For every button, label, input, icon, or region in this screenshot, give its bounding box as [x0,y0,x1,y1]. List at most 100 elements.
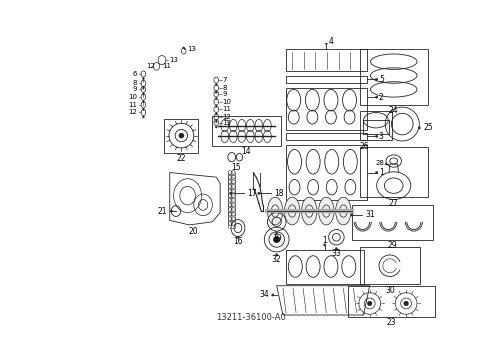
Bar [212,116,281,145]
Text: 22: 22 [176,154,186,163]
Text: 12: 12 [128,109,137,116]
Ellipse shape [351,214,353,216]
Ellipse shape [215,113,217,115]
Bar [360,247,420,284]
Ellipse shape [375,135,378,138]
Ellipse shape [170,210,172,212]
Text: 31: 31 [365,210,375,219]
Ellipse shape [258,192,260,194]
Bar [164,119,198,153]
Text: 4: 4 [328,37,333,46]
Text: 13211-36100-A0: 13211-36100-A0 [216,313,286,322]
Text: 12: 12 [222,114,231,120]
Bar [360,111,392,140]
Ellipse shape [418,127,420,129]
Text: 26: 26 [360,142,369,151]
Bar [286,132,368,140]
Ellipse shape [318,197,334,225]
Text: 25: 25 [424,123,434,132]
Text: 30: 30 [385,286,395,295]
Text: 7: 7 [222,77,227,83]
Text: 14: 14 [242,147,251,156]
Text: 11: 11 [222,107,231,112]
Bar [286,145,368,200]
Text: 8: 8 [222,85,227,91]
Text: 5: 5 [379,75,384,84]
Ellipse shape [323,244,326,246]
Ellipse shape [215,126,217,128]
Text: 12: 12 [146,63,155,69]
Text: 32: 32 [272,255,282,264]
Ellipse shape [301,197,317,225]
Bar [352,205,433,239]
Ellipse shape [285,197,300,225]
Ellipse shape [336,197,351,225]
Ellipse shape [271,294,274,296]
Ellipse shape [275,254,278,256]
Bar [286,49,368,71]
Text: 29: 29 [388,241,397,250]
Ellipse shape [143,93,145,95]
Text: 24: 24 [389,107,398,116]
Ellipse shape [375,96,378,98]
Ellipse shape [215,98,217,100]
Ellipse shape [143,108,145,111]
Text: 13: 13 [222,120,231,126]
Bar [286,249,364,284]
Bar [286,76,368,83]
Text: 10: 10 [222,99,231,105]
Text: 28: 28 [375,159,384,166]
Ellipse shape [215,121,217,123]
Text: 6: 6 [133,71,137,77]
Text: 27: 27 [389,199,398,208]
Text: 23: 23 [387,318,396,327]
Text: 1: 1 [322,236,327,245]
Text: 13: 13 [169,57,178,63]
Ellipse shape [215,105,217,107]
Ellipse shape [183,47,185,49]
Text: 1: 1 [379,168,384,177]
Ellipse shape [230,192,232,194]
Ellipse shape [385,163,387,165]
Text: 19: 19 [272,234,282,243]
Text: 3: 3 [379,132,384,141]
Ellipse shape [325,42,327,44]
Ellipse shape [215,84,217,86]
Text: 21: 21 [158,207,168,216]
Text: 8: 8 [133,80,137,86]
Text: 18: 18 [274,189,284,198]
Bar [286,88,368,130]
Ellipse shape [143,78,145,80]
Text: 16: 16 [233,237,243,246]
Text: 10: 10 [128,94,137,100]
Bar [363,120,389,134]
Ellipse shape [268,197,283,225]
Ellipse shape [179,133,184,138]
Bar [360,147,428,197]
Ellipse shape [368,301,372,306]
Ellipse shape [143,101,145,103]
Text: 20: 20 [188,228,198,237]
Ellipse shape [273,237,280,243]
Text: 11: 11 [128,102,137,108]
Text: 17: 17 [247,189,257,198]
Bar [360,49,428,105]
Text: 2: 2 [379,93,384,102]
Bar [348,286,435,316]
Ellipse shape [237,236,239,238]
Ellipse shape [275,232,278,235]
Ellipse shape [375,171,378,174]
Text: 9: 9 [222,91,227,97]
Ellipse shape [404,301,409,306]
Ellipse shape [335,248,338,250]
Ellipse shape [143,87,145,89]
Ellipse shape [375,78,378,81]
Text: 34: 34 [259,291,269,300]
Text: 15: 15 [231,163,241,172]
Ellipse shape [215,91,217,93]
Text: 11: 11 [162,63,171,69]
Text: 13: 13 [188,46,196,52]
Ellipse shape [143,116,145,118]
Text: 33: 33 [332,249,341,258]
Text: 9: 9 [133,86,137,93]
